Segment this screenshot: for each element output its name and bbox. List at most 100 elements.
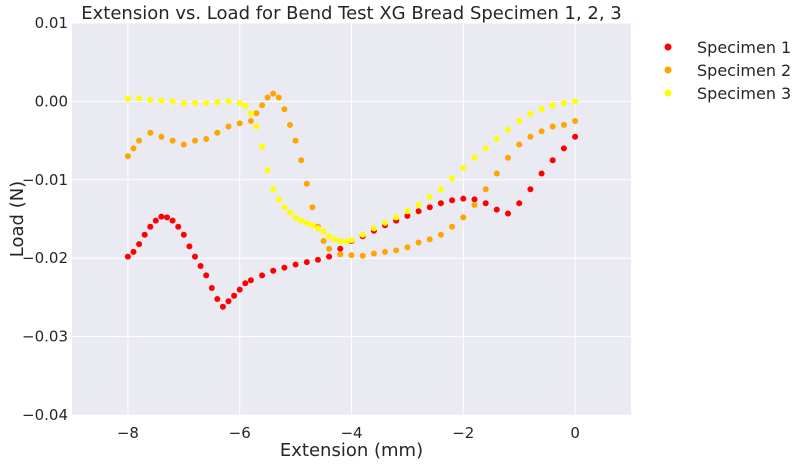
data-point [208,285,215,291]
data-point [482,200,489,207]
data-point [124,96,131,102]
y-tick-label: −0.02 [22,249,68,267]
data-point [527,186,534,193]
data-point [253,110,260,117]
data-point [186,243,193,250]
data-point [236,286,243,293]
data-point [370,225,377,232]
x-tick-label: −2 [452,424,474,442]
legend-label: Specimen 2 [697,61,791,80]
data-point [259,102,266,109]
chart-title: Extension vs. Load for Bend Test XG Brea… [81,3,622,24]
data-point [180,231,187,238]
data-point [264,167,271,174]
data-point [326,245,333,252]
data-point [516,200,523,207]
data-point [281,106,288,113]
data-point [197,263,204,269]
data-point [136,241,143,248]
data-point [147,129,154,136]
data-point [275,94,282,101]
data-point [326,253,333,260]
data-point [404,208,411,215]
data-point [180,100,187,106]
data-point [287,209,293,216]
data-point [337,238,344,244]
data-point [538,106,545,113]
data-point [572,118,579,124]
data-point [320,238,327,244]
data-point [298,217,305,224]
data-point [505,210,511,217]
data-point [147,223,154,230]
data-point [527,133,534,140]
data-point [219,303,226,310]
data-point [315,225,321,232]
data-point [404,212,411,219]
data-point [382,248,388,255]
data-point [560,100,567,106]
x-tick-label: 0 [570,424,580,442]
data-point [320,228,327,235]
data-point [203,136,210,142]
data-point [337,251,344,258]
data-point [415,239,422,246]
data-point [348,237,355,244]
data-point [281,264,288,271]
data-point [426,194,433,200]
data-point [437,200,444,207]
data-point [130,145,137,152]
legend-label: Specimen 3 [697,84,791,103]
data-point [370,250,377,257]
x-tick-label: −4 [340,424,362,442]
data-point [292,261,299,268]
data-point [415,208,422,215]
data-point [393,214,400,221]
data-point [493,170,500,177]
data-point [225,123,232,130]
data-point [303,259,310,266]
data-point [259,143,266,150]
y-tick-label: −0.01 [22,171,68,189]
data-point [505,126,511,133]
data-point [247,110,254,117]
data-point [471,201,478,208]
data-point [460,165,467,171]
data-point [169,217,176,224]
legend-item: Specimen 3 [664,84,791,103]
data-point [242,103,249,110]
data-point [538,170,545,177]
data-point [247,118,254,124]
data-point [231,292,238,299]
data-point [482,186,489,193]
data-point [437,231,444,238]
data-point [180,141,187,148]
data-point [382,219,388,226]
data-point [242,280,249,287]
data-point [337,245,344,252]
series-specimen-3 [124,95,579,245]
data-point [158,133,165,140]
data-point [560,121,567,128]
data-point [287,121,293,128]
y-axis-ticks: −0.04 −0.03 −0.02 −0.01 0.00 0.01 [22,14,68,424]
data-point [214,129,221,136]
data-point [130,248,137,255]
data-point [136,95,143,102]
data-point [426,204,433,211]
data-point [572,133,579,140]
data-point [292,214,299,221]
data-point [359,252,366,259]
data-point [437,186,444,193]
data-point [141,231,148,238]
data-point [426,236,433,243]
data-point [152,217,159,224]
x-tick-label: −8 [117,424,139,442]
data-point [460,214,467,221]
data-point [124,153,131,160]
data-point [264,94,271,101]
data-point [192,137,198,144]
data-point [259,272,266,279]
data-point [493,206,500,213]
data-point [449,223,456,230]
